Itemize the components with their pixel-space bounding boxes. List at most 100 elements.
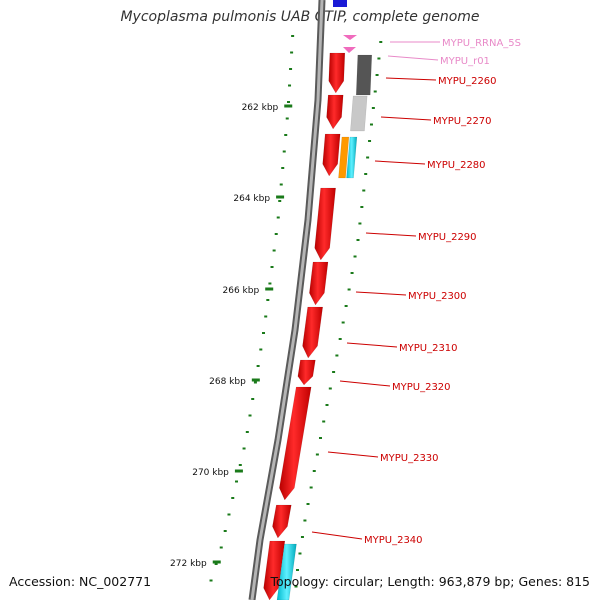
skew-tick <box>332 371 336 373</box>
scale-tick <box>231 497 235 499</box>
scale-major-tick <box>212 560 221 564</box>
scale-tick <box>274 233 278 235</box>
scale-label: 272 kbp <box>170 559 207 569</box>
scale-tick <box>281 167 285 169</box>
gene-label: MYPU_2310 <box>399 343 458 354</box>
scale-tick <box>282 150 286 153</box>
blue-feature <box>333 0 347 7</box>
skew-tick <box>369 123 373 126</box>
scale-tick <box>248 414 252 417</box>
gene-arrow <box>302 306 324 359</box>
leader-line <box>327 451 379 458</box>
scale-tick <box>214 563 218 565</box>
skew-tick <box>303 519 307 522</box>
leader-line <box>346 342 398 348</box>
scale-tick <box>276 216 280 219</box>
scale-tick <box>278 200 282 202</box>
skew-tick <box>344 305 348 307</box>
scale-label: 262 kbp <box>242 103 279 113</box>
gene-label: MYPU_r01 <box>440 56 490 67</box>
skew-tick <box>371 107 375 109</box>
skew-tick <box>300 536 304 538</box>
skew-tick <box>364 173 368 175</box>
labels-layer: MYPU_RRNA_5S MYPU_r01 MYPU_2260 MYPU_2270 MY… <box>311 38 521 546</box>
scale-label: 266 kbp <box>223 286 260 296</box>
gray-light-feature <box>350 95 368 132</box>
cyan-feature-bottom <box>276 543 297 600</box>
gene-label: MYPU_2320 <box>392 382 451 393</box>
skew-tick <box>362 189 366 192</box>
scale-tick <box>245 431 249 433</box>
scale-tick <box>227 513 231 516</box>
gene-arrow <box>263 540 286 600</box>
scale-tick <box>235 480 239 483</box>
scale-tick <box>223 530 227 532</box>
skew-tick <box>325 404 329 406</box>
scale-major-tick <box>265 287 274 291</box>
skew-tick <box>356 239 360 241</box>
map-title: Mycoplasma pulmonis UAB CTIP, complete g… <box>120 9 480 25</box>
gene-arrow <box>328 52 346 94</box>
scale-major-tick <box>284 104 293 108</box>
leader-line <box>380 116 432 121</box>
gene-label: MYPU_2330 <box>380 453 439 464</box>
backbone-layer <box>248 0 326 600</box>
scale-tick <box>209 579 213 582</box>
genome-stats-text: Topology: circular; Length: 963,879 bp; … <box>270 574 591 589</box>
leader-line <box>385 77 437 81</box>
skew-tick <box>296 569 299 571</box>
scale-label: 264 kbp <box>233 194 270 204</box>
scale-tick <box>289 68 293 70</box>
gene-label: MYPU_2270 <box>433 116 492 127</box>
scale-tick <box>291 35 295 37</box>
gene-label: MYPU_2260 <box>438 76 497 87</box>
skew-tick <box>318 437 322 439</box>
skew-tick <box>347 288 351 291</box>
scale-major-tick <box>251 378 260 382</box>
cyan-feature <box>346 136 358 179</box>
scale-label: 268 kbp <box>209 377 246 387</box>
leader-line <box>311 531 363 540</box>
scale-tick <box>264 315 268 318</box>
scale-label: 270 kbp <box>192 468 229 478</box>
scale-tick <box>272 249 276 252</box>
scale-tick <box>285 117 289 120</box>
features-layer <box>263 0 373 600</box>
orange-feature <box>338 136 350 179</box>
skew-tick <box>309 486 313 489</box>
scale-tick <box>238 464 242 466</box>
skew-tick <box>315 453 319 456</box>
skew-tick <box>312 470 316 472</box>
skew-tick <box>350 272 354 274</box>
skew-tick <box>322 420 326 423</box>
leader-line <box>387 55 439 61</box>
ticks-layer: 262 kbp 264 kbp 266 kbp 268 kbp 270 kbp 272 k… <box>170 35 383 588</box>
gray-dark-feature <box>355 54 373 96</box>
gene-label: MYPU_2290 <box>418 232 477 243</box>
skew-tick <box>341 321 345 324</box>
scale-tick <box>268 282 272 285</box>
skew-tick <box>366 156 370 159</box>
gene-label: MYPU_2280 <box>427 160 486 171</box>
backbone-highlight <box>250 0 324 600</box>
skew-tick <box>377 57 381 60</box>
scale-tick <box>288 84 292 87</box>
skew-tick <box>353 255 357 258</box>
scale-tick <box>219 546 223 549</box>
scale-tick <box>266 299 270 301</box>
scale-tick <box>242 447 246 450</box>
scale-tick <box>262 332 266 334</box>
gene-label: MYPU_2300 <box>408 291 467 302</box>
gene-label: MYPU_RRNA_5S <box>442 38 521 49</box>
skew-tick <box>373 90 377 93</box>
scale-tick <box>287 101 290 103</box>
gene-arrow <box>309 261 329 306</box>
leader-line <box>374 160 426 165</box>
gene-arrow <box>279 386 312 501</box>
gene-arrow <box>297 359 316 386</box>
scale-tick <box>256 365 260 367</box>
skew-tick <box>298 552 302 555</box>
skew-tick <box>360 206 364 208</box>
gene-arrow <box>322 133 341 177</box>
accession-text: Accession: NC_002771 <box>9 574 152 589</box>
